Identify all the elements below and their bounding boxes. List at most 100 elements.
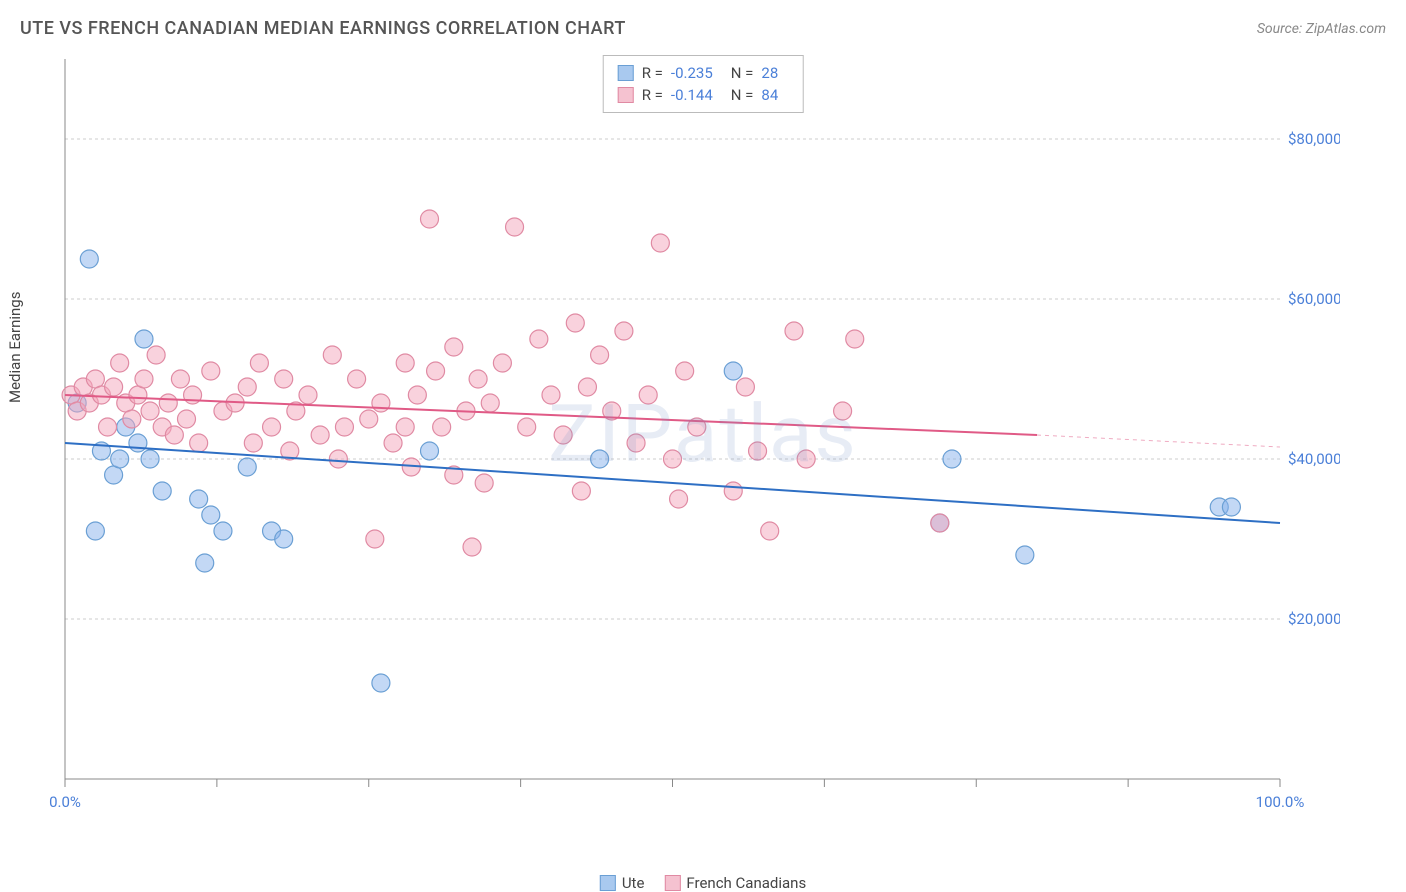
data-point bbox=[86, 522, 104, 540]
chart-title: UTE VS FRENCH CANADIAN MEDIAN EARNINGS C… bbox=[20, 18, 626, 39]
data-point bbox=[111, 354, 129, 372]
data-point bbox=[676, 362, 694, 380]
data-point bbox=[366, 530, 384, 548]
data-point bbox=[323, 346, 341, 364]
data-point bbox=[244, 434, 262, 452]
data-point bbox=[147, 346, 165, 364]
data-point bbox=[469, 370, 487, 388]
data-point bbox=[311, 426, 329, 444]
data-point bbox=[299, 386, 317, 404]
legend-label: Ute bbox=[622, 874, 645, 892]
data-point bbox=[475, 474, 493, 492]
data-point bbox=[463, 538, 481, 556]
data-point bbox=[651, 234, 669, 252]
data-point bbox=[396, 418, 414, 436]
data-point bbox=[1222, 498, 1240, 516]
data-point bbox=[275, 370, 293, 388]
data-point bbox=[111, 450, 129, 468]
data-point bbox=[202, 362, 220, 380]
stats-legend: R = -0.235N = 28R = -0.144N = 84 bbox=[603, 55, 804, 113]
svg-text:$80,000: $80,000 bbox=[1288, 130, 1340, 148]
data-point bbox=[129, 386, 147, 404]
data-point bbox=[427, 362, 445, 380]
data-point bbox=[190, 434, 208, 452]
data-point bbox=[518, 418, 536, 436]
data-point bbox=[238, 378, 256, 396]
data-point bbox=[421, 442, 439, 460]
stat-row: R = -0.144N = 84 bbox=[618, 84, 789, 106]
data-point bbox=[542, 386, 560, 404]
data-point bbox=[263, 418, 281, 436]
data-point bbox=[348, 370, 366, 388]
svg-text:$40,000: $40,000 bbox=[1288, 450, 1340, 468]
data-point bbox=[433, 418, 451, 436]
data-point bbox=[785, 322, 803, 340]
data-point bbox=[493, 354, 511, 372]
svg-text:0.0%: 0.0% bbox=[49, 793, 81, 811]
data-point bbox=[141, 450, 159, 468]
data-point bbox=[153, 482, 171, 500]
legend-swatch bbox=[618, 65, 634, 81]
data-point bbox=[639, 386, 657, 404]
data-point bbox=[202, 506, 220, 524]
data-point bbox=[578, 378, 596, 396]
data-point bbox=[190, 490, 208, 508]
data-point bbox=[761, 522, 779, 540]
legend-swatch bbox=[664, 875, 680, 891]
legend-item: Ute bbox=[600, 874, 645, 892]
stat-n-label: N = bbox=[731, 64, 754, 82]
data-point bbox=[165, 426, 183, 444]
data-point bbox=[178, 410, 196, 428]
data-point bbox=[572, 482, 590, 500]
data-point bbox=[846, 330, 864, 348]
data-point bbox=[615, 322, 633, 340]
data-point bbox=[1016, 546, 1034, 564]
data-point bbox=[736, 378, 754, 396]
data-point bbox=[250, 354, 268, 372]
data-point bbox=[372, 674, 390, 692]
stat-row: R = -0.235N = 28 bbox=[618, 62, 789, 84]
svg-text:100.0%: 100.0% bbox=[1256, 793, 1305, 811]
data-point bbox=[627, 434, 645, 452]
data-point bbox=[396, 354, 414, 372]
data-point bbox=[360, 410, 378, 428]
data-point bbox=[408, 386, 426, 404]
data-point bbox=[123, 410, 141, 428]
data-point bbox=[481, 394, 499, 412]
series-legend: Ute French Canadians bbox=[600, 874, 806, 892]
data-point bbox=[591, 346, 609, 364]
data-point bbox=[943, 450, 961, 468]
data-point bbox=[834, 402, 852, 420]
trend-line-ext bbox=[1037, 435, 1280, 447]
legend-item: French Canadians bbox=[664, 874, 806, 892]
stat-n-value: 28 bbox=[761, 64, 778, 82]
data-point bbox=[135, 330, 153, 348]
legend-swatch bbox=[600, 875, 616, 891]
data-point bbox=[749, 442, 767, 460]
data-point bbox=[171, 370, 189, 388]
data-point bbox=[931, 514, 949, 532]
data-point bbox=[797, 450, 815, 468]
stat-r-label: R = bbox=[642, 86, 663, 104]
data-point bbox=[105, 466, 123, 484]
data-point bbox=[591, 450, 609, 468]
legend-swatch bbox=[618, 87, 634, 103]
data-point bbox=[421, 210, 439, 228]
data-point bbox=[159, 394, 177, 412]
data-point bbox=[329, 450, 347, 468]
data-point bbox=[724, 482, 742, 500]
data-point bbox=[554, 426, 572, 444]
data-point bbox=[196, 554, 214, 572]
data-point bbox=[129, 434, 147, 452]
data-point bbox=[566, 314, 584, 332]
stat-n-value: 84 bbox=[761, 86, 778, 104]
data-point bbox=[384, 434, 402, 452]
data-point bbox=[105, 378, 123, 396]
legend-label: French Canadians bbox=[686, 874, 806, 892]
data-point bbox=[724, 362, 742, 380]
data-point bbox=[670, 490, 688, 508]
data-point bbox=[238, 458, 256, 476]
data-point bbox=[445, 338, 463, 356]
scatter-plot: $20,000$40,000$60,000$80,0000.0%100.0% bbox=[20, 49, 1340, 819]
stat-r-label: R = bbox=[642, 64, 663, 82]
